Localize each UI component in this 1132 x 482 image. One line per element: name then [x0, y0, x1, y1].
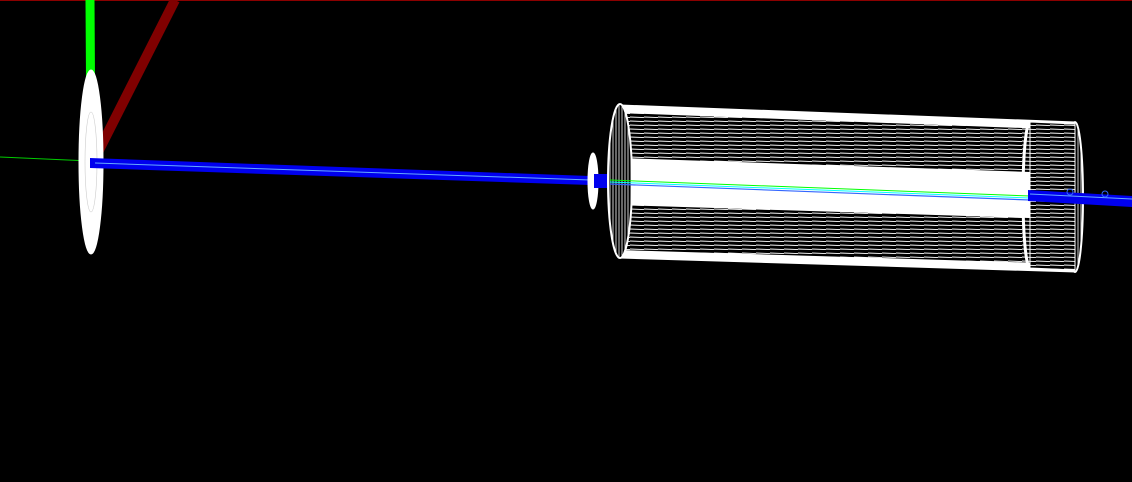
beam-exit: [1028, 190, 1132, 207]
exit-marker-2: [1101, 190, 1109, 198]
trajectory-blue: [609, 183, 1031, 201]
trajectory-green: [609, 179, 1031, 197]
detector-cylinder: [607, 103, 1084, 273]
beam-highlight: [94, 162, 591, 181]
reference-line: [0, 156, 91, 162]
z-axis-line: [89, 0, 180, 163]
trajectory-cyan: [609, 181, 1031, 199]
exit-marker: [1066, 188, 1074, 196]
beam-entry-marker: [594, 174, 608, 188]
beam-exit-highlight: [1029, 193, 1132, 200]
